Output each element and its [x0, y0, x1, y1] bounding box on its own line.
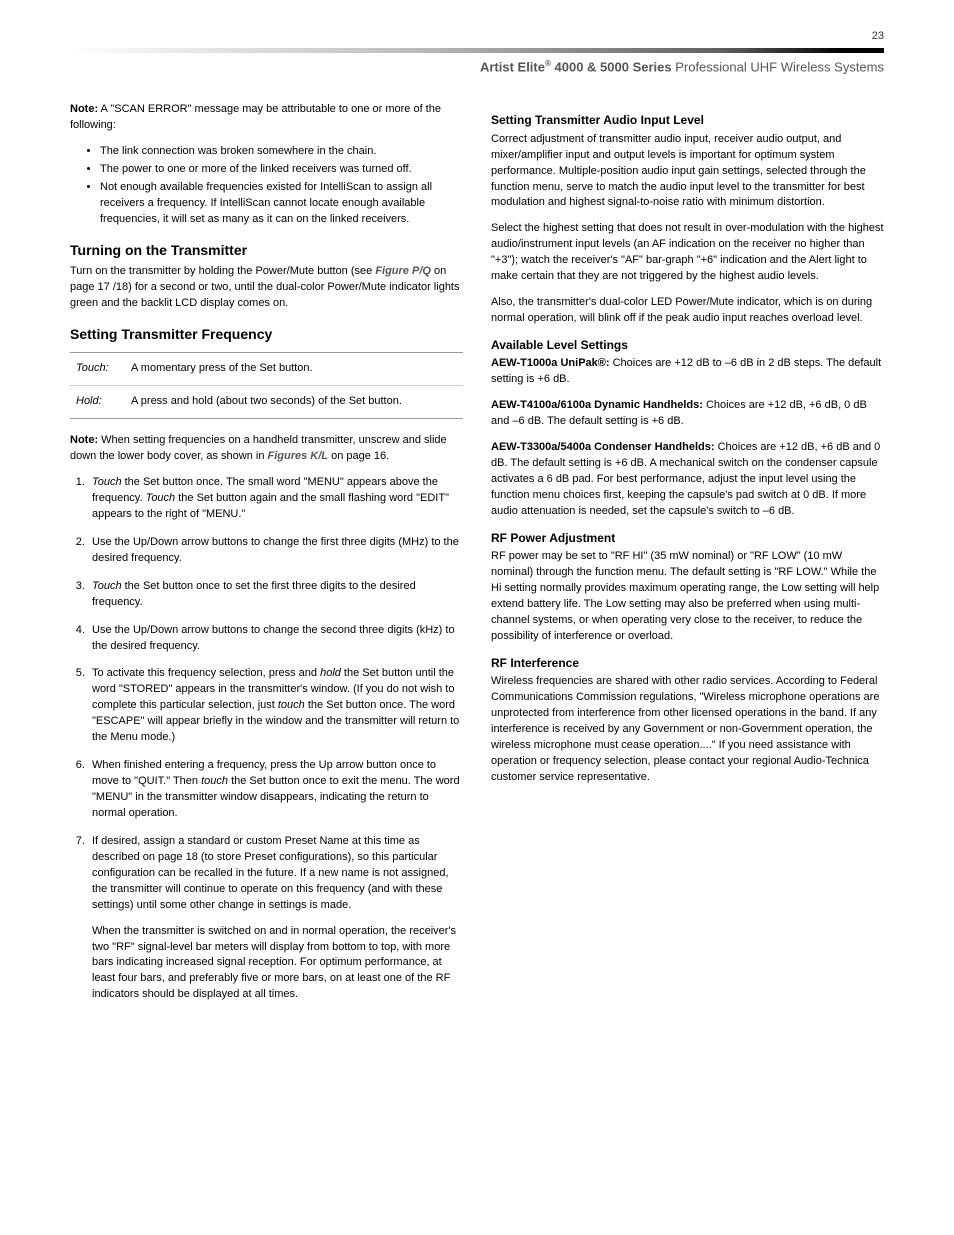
figure-ref: Figure P/Q [375, 265, 431, 277]
step-tail-text: When the transmitter is switched on and … [92, 924, 463, 1004]
rf-power-title: RF Power Adjustment [491, 530, 884, 547]
note-pre: When setting frequencies on a handheld t… [70, 434, 447, 462]
rf-interference-text: Wireless frequencies are shared with oth… [491, 674, 884, 786]
note-post: on page 16. [328, 450, 389, 462]
note-label: Note: [70, 103, 98, 115]
bullet-item: The link connection was broken somewhere… [100, 144, 463, 160]
document-page: 23 Artist Elite® 4000 & 5000 Series Prof… [0, 0, 954, 1055]
two-column-layout: Note: A "SCAN ERROR" message may be attr… [70, 102, 884, 1015]
def-desc: A momentary press of the Set button. [131, 361, 457, 377]
page-number: 23 [70, 30, 884, 42]
bullet-item: The power to one or more of the linked r… [100, 162, 463, 178]
rf-power-text: RF power may be set to "RF HI" (35 mW no… [491, 549, 884, 645]
step-text: the Set button once to set the first thr… [92, 580, 416, 608]
step-text: To activate this frequency selection, pr… [92, 667, 320, 679]
step-item: When finished entering a frequency, pres… [88, 758, 463, 822]
level-setting-1: AEW-T1000a UniPak®: Choices are +12 dB t… [491, 356, 884, 388]
turning-on-title: Turning on the Transmitter [70, 240, 463, 260]
touch-word: Touch [92, 580, 122, 592]
step-text: If desired, assign a standard or custom … [92, 835, 449, 911]
step-item: To activate this frequency selection, pr… [88, 666, 463, 746]
text-pre: Turn on the transmitter by holding the P… [70, 265, 375, 277]
def-desc: A press and hold (about two seconds) of … [131, 394, 457, 410]
scan-error-note: Note: A "SCAN ERROR" message may be attr… [70, 102, 463, 134]
header-gradient-bar [70, 48, 884, 53]
scan-error-bullets: The link connection was broken somewhere… [100, 144, 463, 228]
tagline: Professional UHF Wireless Systems [675, 59, 884, 74]
touch-word: Touch [146, 492, 176, 504]
def-term: Touch: [76, 361, 131, 377]
audio-p3: Also, the transmitter's dual-color LED P… [491, 295, 884, 327]
level-setting-3: AEW-T3300a/5400a Condenser Handhelds: Ch… [491, 440, 884, 520]
note-label: Note: [70, 434, 98, 446]
rf-interference-title: RF Interference [491, 655, 884, 672]
series-name: 4000 & 5000 Series [551, 59, 675, 74]
note-intro: A "SCAN ERROR" message may be attributab… [70, 103, 441, 131]
level-label: AEW-T3300a/5400a Condenser Handhelds: [491, 441, 715, 453]
step-item: Use the Up/Down arrow buttons to change … [88, 535, 463, 567]
levels-title: Available Level Settings [491, 337, 884, 354]
registered-mark: ® [598, 357, 606, 369]
step-item: Use the Up/Down arrow buttons to change … [88, 623, 463, 655]
freq-title: Setting Transmitter Frequency [70, 324, 463, 344]
level-label: AEW-T1000a UniPak [491, 357, 598, 369]
right-column: Setting Transmitter Audio Input Level Co… [491, 102, 884, 1015]
brand-name: Artist Elite [480, 59, 545, 74]
step-item: Touch the Set button once. The small wor… [88, 475, 463, 523]
touch-word: Touch [92, 476, 122, 488]
def-row: Touch: A momentary press of the Set butt… [70, 353, 463, 385]
left-column: Note: A "SCAN ERROR" message may be attr… [70, 102, 463, 1015]
turning-on-text: Turn on the transmitter by holding the P… [70, 264, 463, 312]
level-label: AEW-T4100a/6100a Dynamic Handhelds: [491, 399, 703, 411]
audio-p2: Select the highest setting that does not… [491, 221, 884, 285]
touch-word: touch [278, 699, 305, 711]
audio-level-title: Setting Transmitter Audio Input Level [491, 112, 884, 129]
step-item: Touch the Set button once to set the fir… [88, 579, 463, 611]
hold-word: hold [320, 667, 341, 679]
level-setting-2: AEW-T4100a/6100a Dynamic Handhelds: Choi… [491, 398, 884, 430]
header-line: Artist Elite® 4000 & 5000 Series Profess… [70, 57, 884, 74]
freq-note: Note: When setting frequencies on a hand… [70, 433, 463, 465]
def-row: Hold: A press and hold (about two second… [70, 385, 463, 418]
frequency-steps: Touch the Set button once. The small wor… [88, 475, 463, 1003]
audio-p1: Correct adjustment of transmitter audio … [491, 132, 884, 212]
step-item: If desired, assign a standard or custom … [88, 834, 463, 1003]
definitions-table: Touch: A momentary press of the Set butt… [70, 352, 463, 419]
figure-ref: Figures K/L [268, 450, 329, 462]
bullet-item: Not enough available frequencies existed… [100, 180, 463, 228]
def-term: Hold: [76, 394, 131, 410]
touch-word: touch [201, 775, 228, 787]
